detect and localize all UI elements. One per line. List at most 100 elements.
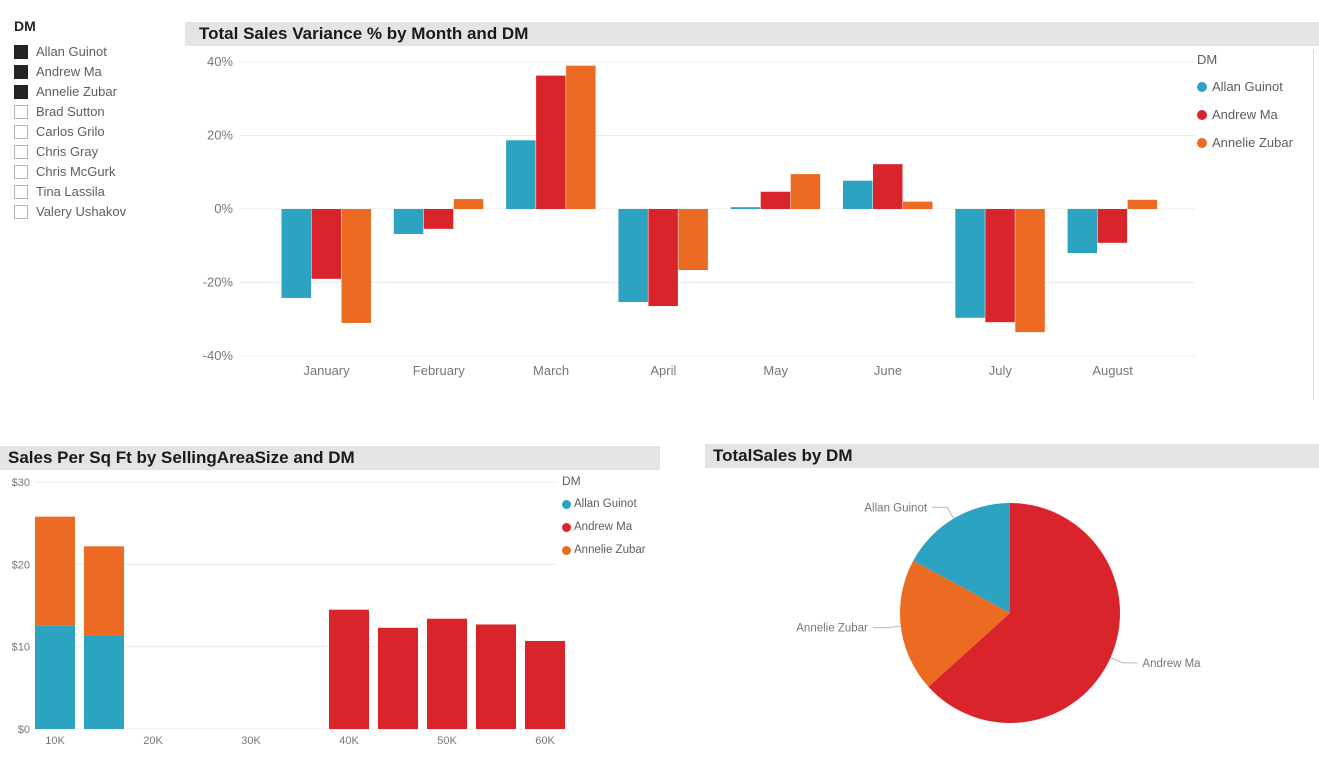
x-axis-month-label: May — [763, 363, 788, 378]
checkbox-unchecked-icon[interactable] — [14, 144, 28, 159]
legend-label: Annelie Zubar — [1212, 135, 1293, 150]
slicer-item-chris-mcgurk[interactable]: Chris McGurk — [14, 164, 174, 179]
bar-55k-andrew-ma[interactable] — [476, 624, 516, 729]
bar-45k-andrew-ma[interactable] — [378, 627, 418, 729]
x-axis-month-label: April — [650, 363, 676, 378]
bar-january-andrew-ma[interactable] — [311, 209, 342, 279]
slicer-item-label: Andrew Ma — [36, 64, 102, 79]
slicer-item-chris-gray[interactable]: Chris Gray — [14, 144, 174, 159]
bar-15k-annelie-zubar[interactable] — [84, 546, 124, 637]
bar-10k-annelie-zubar[interactable] — [35, 516, 75, 626]
slicer-item-label: Valery Ushakov — [36, 204, 127, 219]
checkbox-checked-icon[interactable] — [14, 64, 28, 79]
legend-scrollbar[interactable] — [1313, 50, 1314, 400]
bar-june-allan-guinot[interactable] — [843, 180, 873, 209]
bar-april-annelie-zubar[interactable] — [678, 209, 708, 271]
slicer-item-label: Chris McGurk — [36, 164, 116, 179]
legend-item-allan-guinot[interactable]: Allan Guinot — [1197, 79, 1315, 94]
x-axis-tick-label: 40K — [339, 735, 359, 747]
variance-legend: DM Allan Guinot Andrew Ma Annelie Zubar — [1197, 52, 1315, 163]
y-axis-tick-label: 20% — [207, 128, 233, 143]
y-axis-tick-label: $10 — [12, 642, 30, 654]
bar-august-allan-guinot[interactable] — [1067, 209, 1098, 254]
variance-legend-title: DM — [1197, 52, 1218, 67]
x-axis-month-label: August — [1092, 363, 1133, 378]
bar-july-allan-guinot[interactable] — [955, 209, 985, 318]
bar-15k-allan-guinot[interactable] — [84, 636, 124, 729]
slicer-item-label: Chris Gray — [36, 144, 99, 159]
pie-slice-allan-guinot[interactable] — [913, 503, 1010, 613]
x-axis-month-label: June — [874, 363, 902, 378]
slicer-item-carlos-grilo[interactable]: Carlos Grilo — [14, 124, 174, 139]
checkbox-checked-icon[interactable] — [14, 84, 28, 99]
y-axis-tick-label: 40% — [207, 54, 233, 69]
sales-per-sqft-chart-title: Sales Per Sq Ft by SellingAreaSize and D… — [0, 446, 660, 470]
bar-june-andrew-ma[interactable] — [873, 164, 903, 209]
bar-may-annelie-zubar[interactable] — [790, 174, 821, 209]
checkbox-unchecked-icon[interactable] — [14, 164, 28, 179]
legend-item-allan-guinot[interactable]: Allan Guinot — [562, 498, 657, 510]
bar-july-annelie-zubar[interactable] — [1015, 209, 1045, 333]
bar-march-annelie-zubar[interactable] — [566, 65, 596, 209]
legend-dot-icon — [1197, 81, 1207, 92]
x-axis-month-label: March — [533, 363, 569, 378]
y-axis-tick-label: $20 — [12, 559, 30, 571]
legend-label: Allan Guinot — [1212, 79, 1283, 94]
bar-february-andrew-ma[interactable] — [423, 209, 454, 229]
checkbox-unchecked-icon[interactable] — [14, 184, 28, 199]
pie-slice-annelie-zubar[interactable] — [900, 560, 1010, 687]
bar-june-annelie-zubar[interactable] — [903, 201, 933, 209]
checkbox-checked-icon[interactable] — [14, 44, 28, 59]
legend-label: Annelie Zubar — [574, 544, 646, 556]
slicer-item-tina-lassila[interactable]: Tina Lassila — [14, 184, 174, 199]
slicer-item-allan-guinot[interactable]: Allan Guinot — [14, 44, 174, 59]
bar-july-andrew-ma[interactable] — [985, 209, 1015, 323]
sales-per-sqft-chart-panel: Sales Per Sq Ft by SellingAreaSize and D… — [0, 446, 660, 760]
legend-dot-icon — [1197, 109, 1207, 120]
bar-40k-andrew-ma[interactable] — [329, 609, 369, 729]
legend-dot-icon — [562, 545, 571, 555]
bar-february-annelie-zubar[interactable] — [453, 199, 484, 209]
y-axis-tick-label: $30 — [12, 477, 30, 489]
bar-april-andrew-ma[interactable] — [648, 209, 678, 307]
legend-dot-icon — [562, 522, 571, 532]
bar-april-allan-guinot[interactable] — [618, 209, 648, 302]
bar-may-allan-guinot[interactable] — [730, 207, 761, 209]
variance-bar-chart[interactable]: 40% 20% 0% -20% -40% January February March Apri… — [185, 46, 1319, 391]
bar-60k-andrew-ma[interactable] — [525, 640, 565, 729]
slicer-title: DM — [14, 18, 36, 34]
legend-item-annelie-zubar[interactable]: Annelie Zubar — [1197, 135, 1315, 150]
checkbox-unchecked-icon[interactable] — [14, 124, 28, 139]
slicer-item-label: Brad Sutton — [36, 104, 105, 119]
bar-may-andrew-ma[interactable] — [760, 191, 791, 209]
checkbox-unchecked-icon[interactable] — [14, 204, 28, 219]
x-axis-month-label: January — [303, 363, 350, 378]
total-sales-pie-chart[interactable]: Andrew Ma Annelie Zubar Allan Guinot — [705, 468, 1319, 758]
checkbox-unchecked-icon[interactable] — [14, 104, 28, 119]
x-axis-tick-label: 50K — [437, 735, 457, 747]
dm-slicer: DM Allan Guinot Andrew Ma Annelie Zubar Bra… — [14, 18, 174, 224]
bar-february-allan-guinot[interactable] — [393, 209, 424, 234]
legend-item-andrew-ma[interactable]: Andrew Ma — [1197, 107, 1315, 122]
bar-august-andrew-ma[interactable] — [1097, 209, 1128, 243]
slicer-item-andrew-ma[interactable]: Andrew Ma — [14, 64, 174, 79]
legend-item-annelie-zubar[interactable]: Annelie Zubar — [562, 544, 657, 556]
bar-january-allan-guinot[interactable] — [281, 209, 312, 298]
bar-10k-allan-guinot[interactable] — [35, 625, 75, 729]
x-axis-tick-label: 60K — [535, 735, 555, 747]
slicer-item-brad-sutton[interactable]: Brad Sutton — [14, 104, 174, 119]
pie-label-leader-line — [1110, 657, 1138, 664]
sales-per-sqft-bar-chart[interactable]: $30 $20 $10 $0 10K 20K 30K 40K 50K 60K — [0, 470, 660, 758]
y-axis-tick-label: -40% — [203, 348, 234, 363]
bar-50k-andrew-ma[interactable] — [427, 618, 467, 729]
variance-legend-items: Allan Guinot Andrew Ma Annelie Zubar — [1197, 79, 1315, 150]
bar-march-andrew-ma[interactable] — [536, 75, 566, 209]
slicer-item-annelie-zubar[interactable]: Annelie Zubar — [14, 84, 174, 99]
bar-august-annelie-zubar[interactable] — [1127, 199, 1158, 209]
pie-slice-andrew-ma[interactable] — [928, 503, 1120, 723]
slicer-item-valery-ushakov[interactable]: Valery Ushakov — [14, 204, 174, 219]
bar-january-annelie-zubar[interactable] — [341, 209, 372, 323]
legend-item-andrew-ma[interactable]: Andrew Ma — [562, 521, 657, 533]
bar-march-allan-guinot[interactable] — [506, 140, 536, 209]
slicer-list: Allan Guinot Andrew Ma Annelie Zubar Brad S… — [14, 44, 174, 219]
